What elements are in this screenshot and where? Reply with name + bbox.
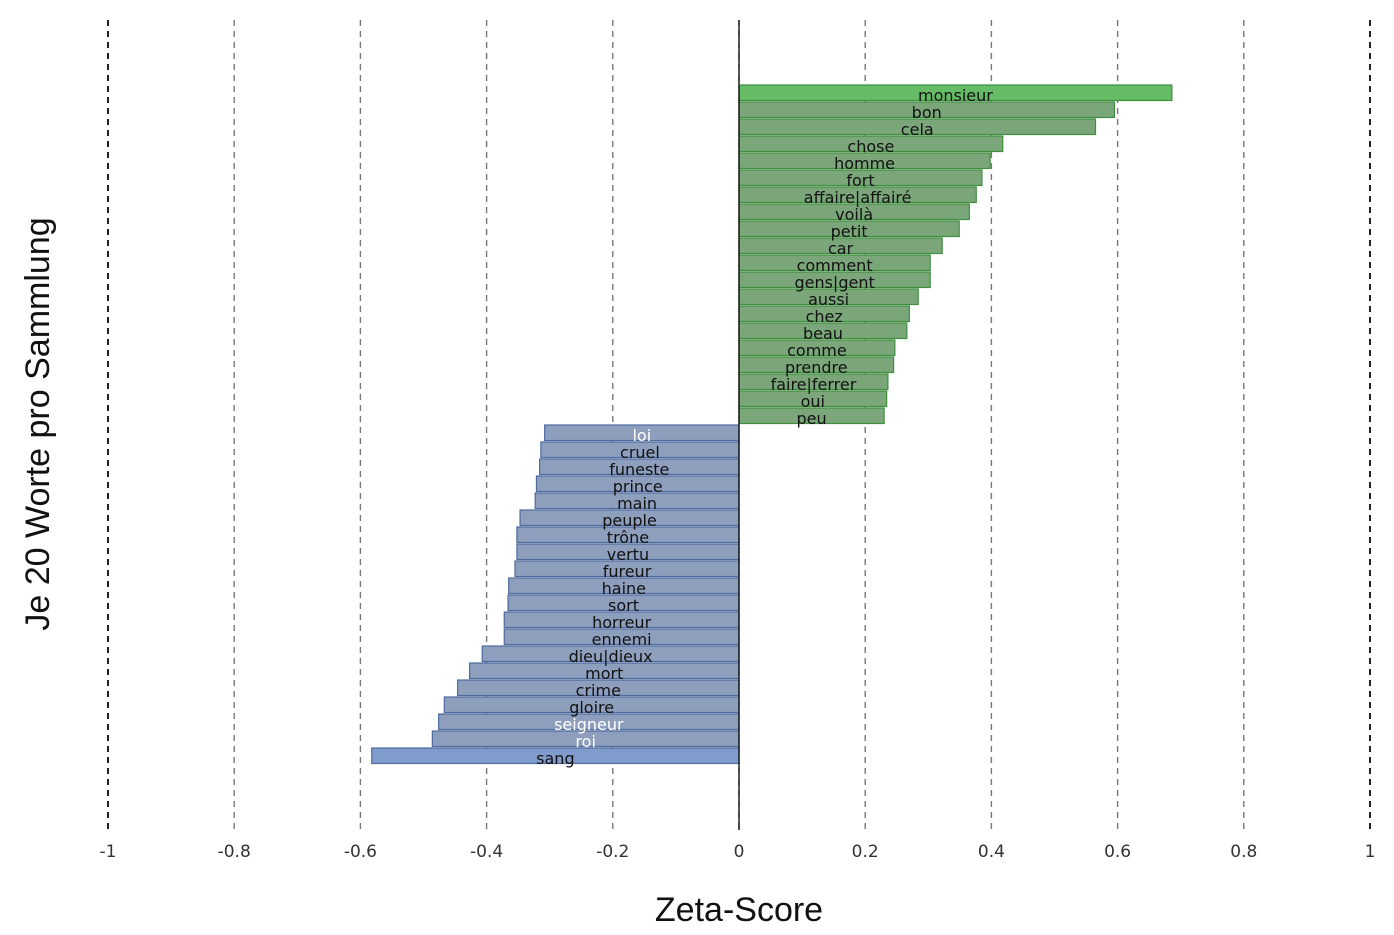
bar-label: aussi (808, 290, 849, 309)
bar-label: haine (602, 579, 646, 598)
bar-label: vertu (607, 545, 649, 564)
x-tick-label: -0.2 (596, 842, 629, 862)
bar-label: loi (632, 426, 651, 445)
x-tick-label: -0.6 (344, 842, 377, 862)
bar-label: gloire (569, 698, 614, 717)
bar-label: fureur (603, 562, 652, 581)
x-tick-label: 0.2 (852, 842, 879, 862)
bar-label: crime (576, 681, 621, 700)
y-axis-title: Je 20 Worte pro Sammlung (19, 217, 57, 630)
bar-label: sort (608, 596, 639, 615)
bar-label: roi (575, 732, 595, 751)
bar-label: beau (803, 324, 843, 343)
x-tick-label: 0.6 (1104, 842, 1131, 862)
x-tick-label: -1 (100, 842, 117, 862)
bar-label: faire|ferrer (771, 375, 857, 394)
x-tick-label: 1 (1365, 842, 1376, 862)
bar-label: gens|gent (794, 273, 874, 292)
bar-label: comment (797, 256, 873, 275)
bar-label: voilà (835, 205, 873, 224)
bar-label: cela (901, 120, 934, 139)
x-tick-label: 0 (734, 842, 745, 862)
bar-layer (371, 84, 1173, 765)
bar-label: horreur (592, 613, 651, 632)
bar-label: seigneur (554, 715, 624, 734)
bar-label: chez (806, 307, 843, 326)
bar-label: peu (796, 409, 826, 428)
x-tick-label: -0.4 (470, 842, 503, 862)
bar-label: chose (847, 137, 894, 156)
bar-label: affaire|affairé (804, 188, 912, 207)
x-axis-title: Zeta-Score (655, 891, 823, 929)
tick-layer: -1 -0.8 -0.6 -0.4 -0.2 0 0.2 0.4 0.6 0.8 1 (100, 842, 1376, 862)
bar-label: trône (607, 528, 649, 547)
bar-label: mort (585, 664, 623, 683)
bar-label: main (617, 494, 657, 513)
x-tick-label: 0.8 (1230, 842, 1257, 862)
bar-label: car (828, 239, 854, 258)
bar-label: ennemi (592, 630, 652, 649)
bar-label: monsieur (918, 86, 993, 105)
x-tick-label: 0.4 (978, 842, 1005, 862)
bar-label: cruel (620, 443, 660, 462)
bar-label: funeste (609, 460, 669, 479)
bar-label: peuple (602, 511, 657, 530)
bar-label: prince (613, 477, 663, 496)
bar-label: dieu|dieux (569, 647, 653, 666)
bar-label: fort (846, 171, 874, 190)
x-tick-label: -0.8 (218, 842, 251, 862)
bar-label: sang (536, 749, 574, 768)
bar-label: prendre (785, 358, 848, 377)
bar-label: petit (831, 222, 868, 241)
bar-label: oui (801, 392, 825, 411)
bar-label: bon (912, 103, 942, 122)
bar-label: homme (834, 154, 895, 173)
bar-label: comme (787, 341, 847, 360)
